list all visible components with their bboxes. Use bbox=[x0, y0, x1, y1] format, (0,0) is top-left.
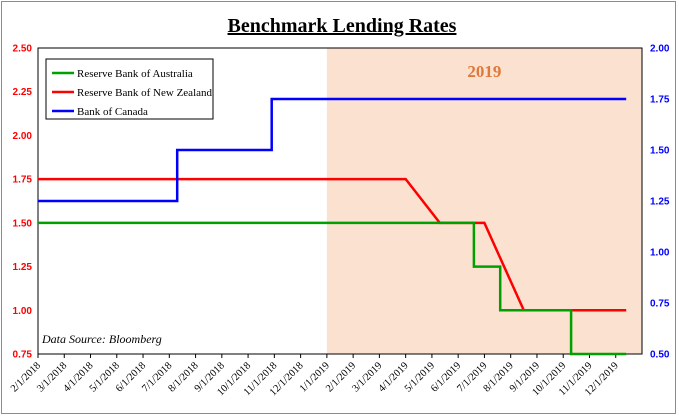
year-2019-shaded-region bbox=[326, 48, 642, 354]
right-y-axis: 2.00 1.75 1.50 1.25 1.00 0.75 0.50 bbox=[650, 44, 670, 361]
left-y-axis: 2.50 2.25 2.00 1.75 1.50 1.25 1.00 0.75 bbox=[13, 44, 33, 361]
left-axis-tick-label: 1.50 bbox=[13, 218, 33, 229]
left-axis-tick-label: 1.75 bbox=[13, 175, 33, 186]
right-axis-tick-label: 1.25 bbox=[650, 197, 670, 208]
x-axis: 2/1/20183/1/20184/1/20185/1/20186/1/2018… bbox=[9, 354, 621, 398]
series-line-reserve-bank-of-australia bbox=[38, 221, 627, 356]
data-source-annotation: Data Source: Bloomberg bbox=[41, 332, 162, 346]
right-axis-tick-label: 1.50 bbox=[650, 146, 670, 157]
left-axis-tick-label: 2.50 bbox=[13, 44, 33, 55]
legend-label: Bank of Canada bbox=[77, 106, 148, 118]
right-axis-tick-label: 2.00 bbox=[650, 44, 670, 55]
legend: Reserve Bank of Australia Reserve Bank of… bbox=[45, 58, 214, 120]
legend-label: Reserve Bank of Australia bbox=[77, 68, 193, 80]
legend-label: Reserve Bank of New Zealand bbox=[77, 87, 213, 99]
right-axis-tick-label: 1.00 bbox=[650, 248, 670, 259]
year-2019-label: 2019 bbox=[467, 62, 501, 81]
right-axis-tick-label: 1.75 bbox=[650, 95, 670, 106]
left-axis-tick-label: 0.75 bbox=[13, 350, 33, 361]
series-line-bank-of-canada bbox=[38, 97, 627, 203]
left-axis-tick-label: 2.25 bbox=[13, 87, 33, 98]
right-axis-tick-label: 0.75 bbox=[650, 299, 670, 310]
right-axis-tick-label: 0.50 bbox=[650, 350, 670, 361]
left-axis-tick-label: 1.25 bbox=[13, 262, 33, 273]
chart-title: Benchmark Lending Rates bbox=[228, 15, 457, 37]
left-axis-tick-label: 2.00 bbox=[13, 131, 33, 142]
series-lines bbox=[38, 97, 627, 356]
left-axis-tick-label: 1.00 bbox=[13, 306, 33, 317]
legend-box bbox=[45, 58, 214, 120]
